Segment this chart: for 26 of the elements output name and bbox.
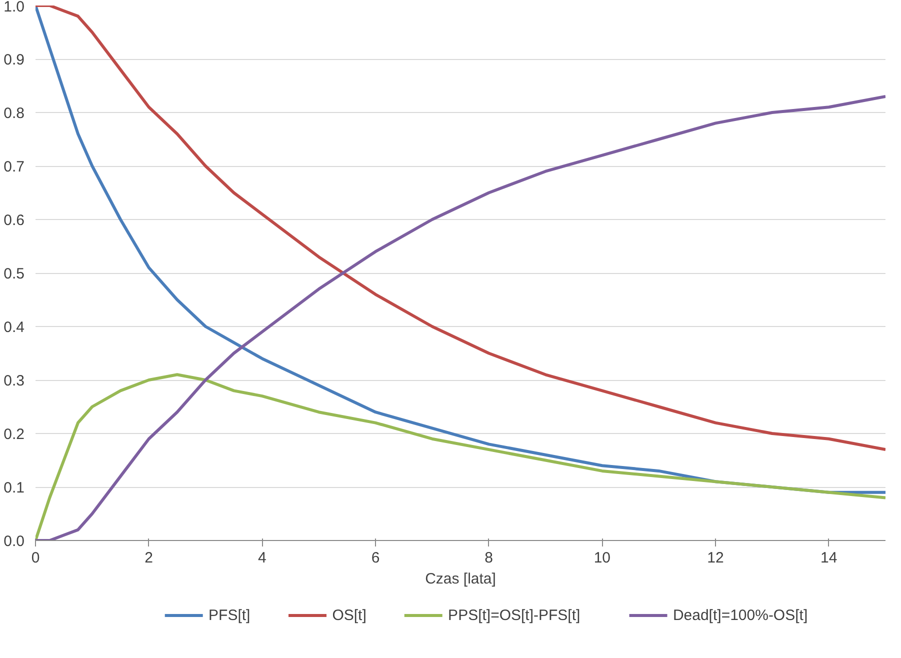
legend-label: OS[t] [332,607,366,624]
y-tick-label: 0.3 [4,372,25,390]
x-tick-label: 6 [371,550,380,566]
line-series [36,94,886,540]
y-tick-label: 0.5 [4,266,25,282]
y-tick-label: 0.0 [4,533,25,550]
y-tick-label: 0.8 [4,105,25,122]
x-axis-title: Czas [lata] [425,570,496,588]
x-tick-label: 14 [820,550,838,566]
legend-label: Dead[t]=100%-OS[t] [672,607,808,624]
y-tick-label: 0.2 [4,426,25,443]
y-tick-label: 0.4 [4,319,25,336]
x-tick-label: 12 [707,550,724,566]
x-tick-label: 4 [258,550,266,566]
y-tick-label: 1.0 [4,0,25,16]
legend-label: PPS[t]=OS[t]-PFS[t] [448,607,580,624]
x-tick-label: 2 [144,550,154,566]
line-series [36,373,886,540]
x-tick-label: 0 [31,550,40,566]
x-tick-label: 10 [594,550,611,566]
y-tick-label: 0.9 [4,52,25,68]
y-tick-label: 0.7 [4,158,25,176]
y-tick-label: 0.6 [4,212,25,229]
x-tick-label: 8 [484,550,494,566]
y-tick-label: 0.1 [4,480,25,496]
legend-label: PFS[t] [208,607,250,624]
